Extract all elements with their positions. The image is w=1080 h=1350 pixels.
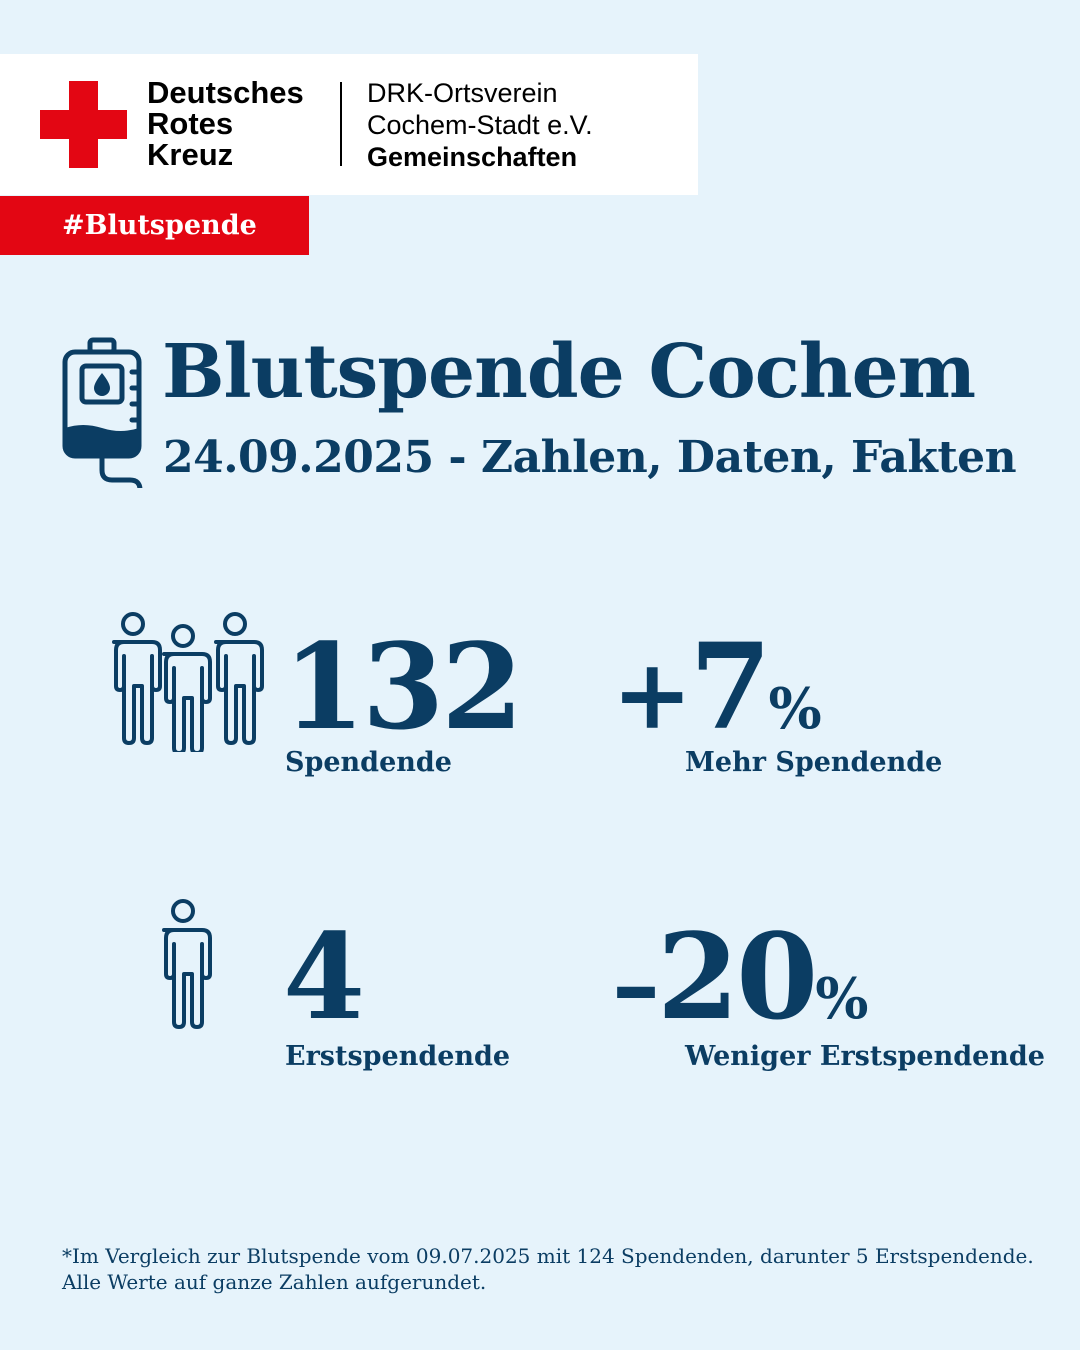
blood-bag-icon [62, 337, 143, 488]
page-subtitle: 24.09.2025 - Zahlen, Daten, Fakten [163, 432, 1017, 483]
donor-change-unit: % [768, 676, 822, 742]
wordmark-line-3: Kreuz [147, 137, 234, 172]
donor-count: 132 [283, 617, 523, 756]
first-time-count-label: Erstspendende [285, 1041, 511, 1072]
drk-wordmark: Deutsches Rotes Kreuz [147, 77, 304, 170]
first-time-change-label: Weniger Erstspendende [685, 1041, 1045, 1072]
first-time-count: 4 [283, 907, 365, 1046]
wordmark-line-1: Deutsches [147, 75, 304, 110]
donor-count-label: Spendende [285, 747, 452, 778]
footnote: *Im Vergleich zur Blutspende vom 09.07.2… [62, 1243, 1034, 1295]
donor-change-sign: + [612, 638, 692, 751]
footnote-line-2: Alle Werte auf ganze Zahlen aufgerundet. [62, 1270, 487, 1294]
first-time-change: –20% [612, 918, 868, 1058]
donor-change-value: 7 [689, 617, 771, 756]
wordmark-line-2: Rotes [147, 106, 234, 141]
first-time-change-unit: % [815, 966, 869, 1032]
org-name: DRK-Ortsverein Cochem-Stadt e.V. Gemeins… [367, 77, 593, 173]
hashtag-banner: #Blutspende [0, 196, 309, 255]
red-cross-icon [40, 81, 127, 168]
footnote-line-1: *Im Vergleich zur Blutspende vom 09.07.2… [62, 1244, 1034, 1268]
first-time-change-value: 20 [657, 907, 818, 1046]
first-time-change-sign: – [612, 928, 660, 1041]
org-line-2: Cochem-Stadt e.V. [367, 110, 593, 140]
page-title: Blutspende Cochem [162, 329, 976, 415]
three-persons-icon [112, 612, 264, 752]
donor-change: +7% [612, 628, 822, 768]
single-person-icon [162, 899, 212, 1029]
donor-change-label: Mehr Spendende [685, 747, 943, 778]
org-line-1: DRK-Ortsverein [367, 78, 558, 108]
org-line-3: Gemeinschaften [367, 142, 578, 172]
logo-divider [340, 82, 342, 166]
